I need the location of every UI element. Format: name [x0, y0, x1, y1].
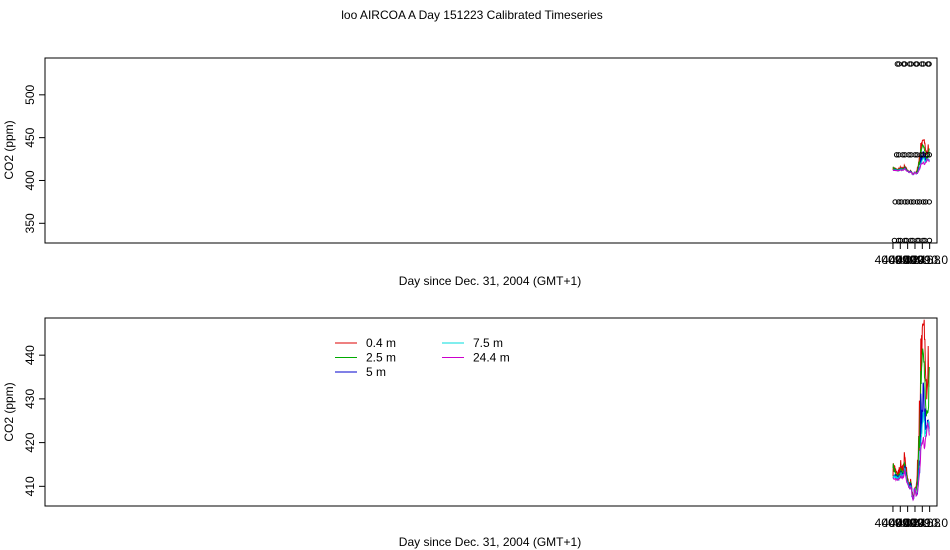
outlier-point — [898, 199, 904, 205]
outlier-point — [893, 152, 900, 158]
outlier-point — [900, 152, 906, 158]
legend-label: 7.5 m — [473, 336, 503, 350]
outlier-point — [892, 199, 898, 205]
bottom-x-tick-label: 4009.8 — [904, 516, 941, 530]
bottom-x-tick-label: 4009.2 — [882, 516, 919, 530]
legend-label: 24.4 m — [473, 351, 510, 365]
bottom-series-2-5-m — [892, 348, 930, 499]
outlier-point — [926, 199, 932, 205]
top-x-tick-label: 4009.0 — [875, 253, 912, 267]
outlier-point — [918, 152, 924, 158]
top-series-lines — [892, 139, 930, 176]
bottom-y-axis-label: CO2 (ppm) — [2, 382, 16, 441]
outlier-point — [920, 237, 926, 244]
outlier-point — [926, 237, 933, 244]
bottom-series-7-5-m — [892, 411, 930, 501]
top-y-tick-label: 400 — [23, 170, 37, 190]
outlier-point — [919, 61, 925, 67]
outlier-point — [904, 199, 911, 205]
outlier-point — [912, 152, 918, 158]
top-x-tick-label: 4009.6 — [897, 253, 934, 267]
outlier-point — [895, 237, 902, 244]
outlier-point — [910, 199, 917, 205]
legend-label: 0.4 m — [366, 336, 396, 350]
outlier-point — [906, 152, 912, 158]
bottom-x-tick-label: 4009.0 — [875, 516, 912, 530]
bottom-plot-frame — [44, 317, 938, 507]
top-x-tick-label: 4009.8 — [904, 253, 941, 267]
outlier-point — [916, 199, 923, 205]
bottom-y-tick-label: 440 — [23, 345, 37, 365]
top-x-axis-label: Day since Dec. 31, 2004 (GMT+1) — [399, 274, 581, 288]
top-y-tick-label: 450 — [23, 127, 37, 147]
top-x-tick-label: 4010.0 — [911, 253, 948, 267]
outlier-point — [902, 199, 908, 205]
outlier-point — [920, 199, 926, 205]
bottom-x-tick-label: 4009.6 — [897, 516, 934, 530]
outlier-point — [896, 199, 902, 205]
bottom-y-axis: 410 420 430 440 — [23, 345, 45, 496]
outlier-point — [908, 237, 914, 244]
outlier-point — [914, 199, 920, 205]
legend: 0.4 m2.5 m5 m 7.5 m24.4 m — [335, 336, 510, 379]
outlier-point — [926, 61, 932, 67]
outlier-point — [901, 61, 908, 67]
bottom-x-axis-label: Day since Dec. 31, 2004 (GMT+1) — [399, 535, 581, 549]
bottom-y-tick-label: 420 — [23, 432, 37, 452]
outlier-point — [924, 152, 930, 158]
bottom-y-tick-label: 410 — [23, 476, 37, 496]
legend-label: 2.5 m — [366, 351, 396, 365]
top-y-tick-label: 350 — [23, 213, 37, 233]
top-series-24-4-m — [893, 158, 930, 176]
bottom-series-lines — [892, 319, 930, 502]
top-y-tick-label: 500 — [23, 84, 37, 104]
top-y-axis: 350 400 450 500 — [23, 84, 45, 233]
top-x-tick-label: 4009.2 — [882, 253, 919, 267]
outlier-point — [908, 199, 914, 205]
bottom-series-24-4-m — [892, 422, 930, 502]
legend-label: 5 m — [366, 365, 386, 379]
outlier-point — [926, 152, 932, 158]
bottom-y-tick-label: 430 — [23, 389, 37, 409]
outlier-point — [922, 199, 929, 205]
top-y-axis-label: CO2 (ppm) — [2, 120, 16, 179]
bottom-x-tick-label: 4010.0 — [911, 516, 948, 530]
top-x-tick-label: 4009.4 — [889, 253, 926, 267]
top-plot-frame — [44, 57, 938, 244]
top-outlier-points — [891, 61, 933, 244]
bottom-x-tick-label: 4009.4 — [889, 516, 926, 530]
chart-title: loo AIRCOA A Day 151223 Calibrated Times… — [341, 8, 602, 22]
outlier-point — [914, 237, 920, 244]
